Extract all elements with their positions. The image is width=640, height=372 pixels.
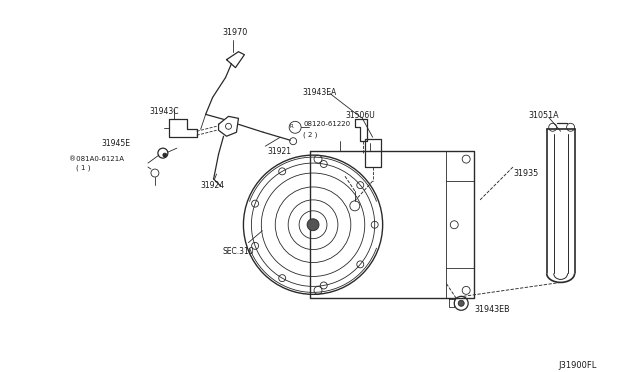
Text: SEC.310: SEC.310 [223,247,254,256]
Text: J31900FL: J31900FL [559,361,597,370]
Text: R: R [289,124,293,129]
Text: ( 1 ): ( 1 ) [76,164,91,171]
Text: ®081A0-6121A: ®081A0-6121A [69,156,124,162]
Text: 31924: 31924 [201,181,225,190]
Circle shape [307,219,319,231]
Text: 31935: 31935 [514,169,539,178]
Text: 31945E: 31945E [101,139,130,148]
Text: 31921: 31921 [268,147,291,156]
Text: 31943EA: 31943EA [302,87,337,96]
Text: 08120-61220: 08120-61220 [303,121,350,127]
Circle shape [458,300,464,306]
Circle shape [163,153,167,157]
Text: 31051A: 31051A [529,111,559,121]
Text: 31506U: 31506U [346,111,376,121]
Text: ( 2 ): ( 2 ) [303,131,317,138]
Text: 31943EB: 31943EB [474,305,510,314]
Text: 31970: 31970 [223,28,248,37]
Text: 31943C: 31943C [149,108,179,116]
